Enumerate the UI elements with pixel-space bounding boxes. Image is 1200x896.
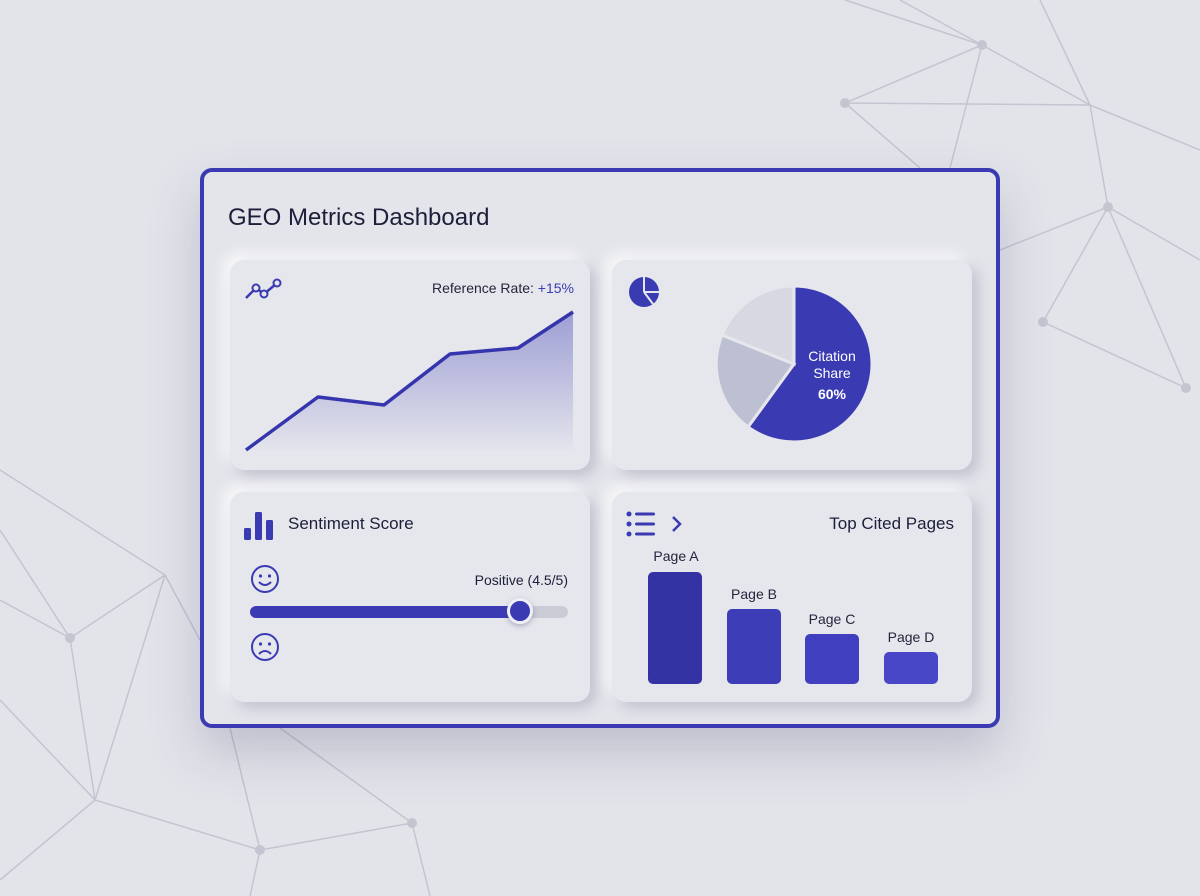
pie-chart-icon [629, 277, 659, 307]
bar-label-page-c: Page C [808, 611, 856, 627]
list-icon [626, 511, 655, 537]
bar-label-page-b: Page B [731, 586, 777, 602]
bar-page-c[interactable] [805, 634, 859, 684]
smiley-face-icon [251, 565, 279, 593]
bar-chart-icon [244, 512, 273, 540]
sentiment-slider[interactable] [250, 598, 568, 624]
sentiment-value: Positive (4.5/5) [474, 572, 568, 588]
bar-page-b[interactable] [727, 609, 781, 684]
reference-rate-label: Reference Rate: +15% [432, 280, 574, 296]
sentiment-slider-fill [250, 606, 520, 618]
sentiment-slider-thumb[interactable] [507, 598, 533, 624]
chevron-right-icon[interactable] [670, 514, 684, 534]
sentiment-score-card[interactable]: Sentiment Score Positive (4.5/5) [230, 492, 590, 702]
line-chart-icon [245, 278, 282, 299]
reference-rate-area-chart [244, 310, 574, 452]
citation-share-value: 60% [817, 386, 847, 402]
top-cited-pages-card[interactable]: Top Cited Pages Page A Page B Page C Pag… [612, 492, 972, 702]
bar-page-d[interactable] [884, 652, 938, 684]
reference-rate-text: Reference Rate: [431, 280, 538, 296]
bar-page-a[interactable] [648, 572, 702, 684]
reference-rate-card[interactable]: Reference Rate: +15% [230, 260, 590, 470]
citation-label-line2: Share [813, 365, 851, 381]
bar-label-page-a: Page A [653, 548, 699, 564]
sentiment-title: Sentiment Score [288, 514, 414, 533]
sad-face-icon [251, 633, 279, 661]
dashboard-window: GEO Metrics Dashboard Reference Rate: +1… [200, 168, 1000, 728]
citation-share-pie[interactable] [612, 260, 972, 470]
bar-label-page-d: Page D [887, 629, 935, 645]
page-title: GEO Metrics Dashboard [228, 204, 490, 231]
top-cited-pages-title: Top Cited Pages [829, 514, 954, 533]
citation-label-line1: Citation [808, 348, 856, 364]
citation-share-card[interactable]: Citation Share 60% [612, 260, 972, 470]
reference-rate-value: +15% [537, 280, 574, 296]
citation-share-label: Citation Share 60% [792, 348, 872, 403]
